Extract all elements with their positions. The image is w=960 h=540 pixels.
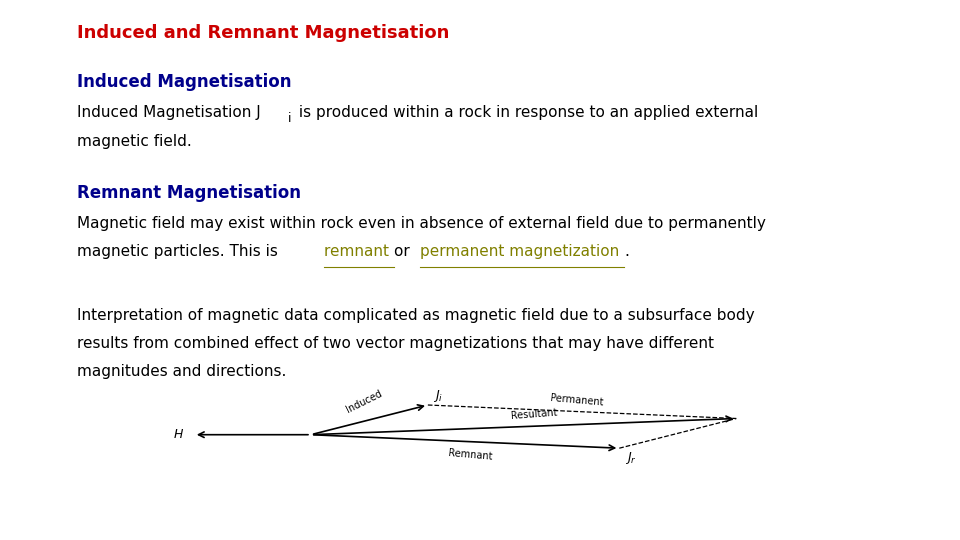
Text: Induced and Remnant Magnetisation: Induced and Remnant Magnetisation [77,24,449,42]
Text: Remnant Magnetisation: Remnant Magnetisation [77,184,300,201]
Text: Induced Magnetisation J: Induced Magnetisation J [77,105,260,120]
Text: $J_i$: $J_i$ [433,388,444,404]
Text: i: i [288,112,291,125]
Text: magnitudes and directions.: magnitudes and directions. [77,364,286,379]
Text: magnetic field.: magnetic field. [77,134,192,149]
Text: results from combined effect of two vector magnetizations that may have differen: results from combined effect of two vect… [77,336,714,351]
Text: magnetic particles. This is: magnetic particles. This is [77,244,282,259]
Text: .: . [624,244,629,259]
Text: Induced: Induced [345,389,384,415]
Text: remnant: remnant [324,244,394,259]
Text: H: H [174,428,183,441]
Text: Induced Magnetisation: Induced Magnetisation [77,73,291,91]
Text: Magnetic field may exist within rock even in absence of external field due to pe: Magnetic field may exist within rock eve… [77,216,766,231]
Text: or: or [394,244,414,259]
Text: Resultant: Resultant [511,408,558,421]
Text: Interpretation of magnetic data complicated as magnetic field due to a subsurfac: Interpretation of magnetic data complica… [77,308,755,323]
Text: Permanent: Permanent [550,393,604,408]
Text: $J_r$: $J_r$ [625,449,636,465]
Text: is produced within a rock in response to an applied external: is produced within a rock in response to… [294,105,758,120]
Text: Remnant: Remnant [448,448,492,462]
Text: permanent magnetization: permanent magnetization [420,244,620,259]
